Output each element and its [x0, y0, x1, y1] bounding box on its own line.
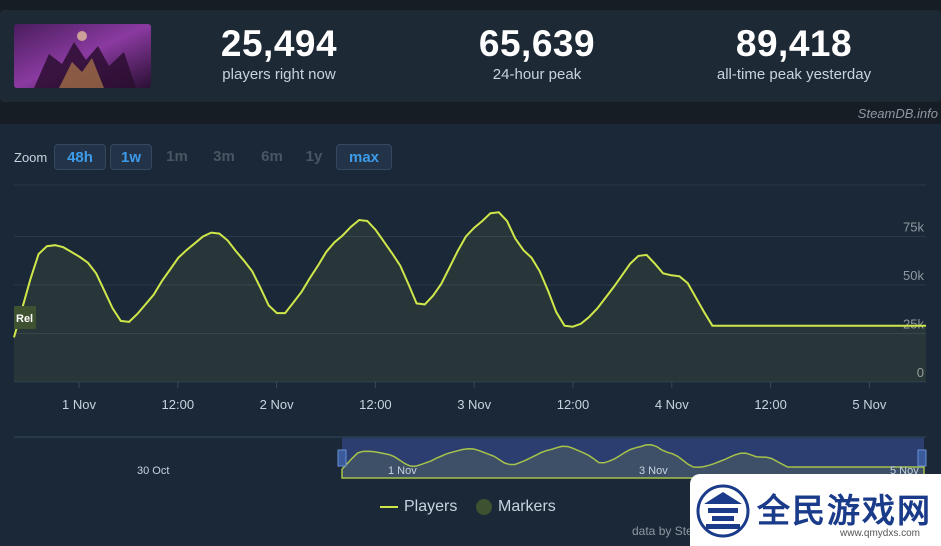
legend-markers-label: Markers [498, 498, 556, 515]
navigator-label-1-nov: 1 Nov [388, 465, 417, 477]
steamdb-attribution[interactable]: SteamDB.info [857, 106, 938, 121]
data-by-text: data by Ste [632, 524, 693, 538]
x-tick-label: 4 Nov [655, 397, 689, 412]
chart-navigator[interactable]: 30 Oct 1 Nov 3 Nov 5 Nov [0, 436, 941, 480]
y-tick-label: 0 [917, 365, 924, 380]
x-tick-label: 12:00 [557, 397, 590, 412]
all-time-peak-value: 89,418 [735, 23, 853, 64]
y-tick-label: 75k [903, 220, 924, 235]
legend-players[interactable]: Players [380, 498, 457, 516]
navigator-label-30-oct: 30 Oct [137, 465, 169, 477]
peak-24h-value: 65,639 [478, 23, 596, 64]
watermark-text: 全民游戏网 [757, 491, 932, 530]
players-line-swatch [380, 505, 398, 508]
x-tick-label: 12:00 [754, 397, 787, 412]
zoom-1w-button[interactable]: 1w [110, 144, 152, 170]
game-thumbnail[interactable] [14, 24, 151, 88]
zoom-max-button[interactable]: max [336, 144, 392, 170]
x-tick-label: 1 Nov [62, 397, 96, 412]
stats-bar: 25,494 players right now 65,639 24-hour … [0, 10, 941, 102]
x-tick-label: 12:00 [162, 397, 195, 412]
current-players-stat: 25,494 players right now [159, 23, 399, 84]
all-time-peak-label: all-time peak yesterday [716, 66, 872, 83]
navigator-selection [342, 438, 924, 478]
watermark-url: www.qmydxs.com [840, 528, 921, 539]
markers-dot-swatch [476, 498, 492, 515]
y-axis-ticks: 0 25k 50k 75k [903, 220, 924, 381]
legend-markers[interactable]: Markers [476, 498, 556, 516]
navigator-label-3-nov: 3 Nov [639, 465, 668, 477]
x-axis-ticks: 1 Nov 12:00 2 Nov 12:00 3 Nov 12:00 4 Nov 12:00… [62, 382, 887, 412]
current-players-value: 25,494 [220, 23, 338, 64]
all-time-peak-stat: 89,418 all-time peak yesterday [674, 23, 914, 84]
players-area [14, 212, 926, 382]
peak-24h-stat: 65,639 24-hour peak [417, 23, 657, 84]
watermark: 全民游戏网 www.qmydxs.com [690, 474, 941, 546]
legend-players-label: Players [404, 498, 458, 515]
peak-24h-label: 24-hour peak [492, 66, 582, 83]
zoom-label: Zoom [14, 150, 48, 165]
zoom-6m-button[interactable]: 6m [261, 148, 283, 165]
y-tick-label: 50k [903, 268, 924, 283]
x-tick-label: 12:00 [359, 397, 392, 412]
release-marker[interactable]: Rel [14, 306, 36, 329]
y-tick-label: 25k [903, 317, 924, 332]
release-marker-label: Rel [16, 313, 33, 325]
x-tick-label: 2 Nov [260, 397, 294, 412]
navigator-left-handle[interactable] [337, 449, 347, 467]
navigator-right-handle[interactable] [917, 449, 927, 467]
current-players-label: players right now [222, 66, 336, 83]
x-tick-label: 5 Nov [852, 397, 886, 412]
zoom-1y-button[interactable]: 1y [305, 148, 323, 165]
watermark-logo-icon [696, 484, 750, 538]
zoom-48h-button[interactable]: 48h [54, 144, 106, 170]
x-tick-label: 3 Nov [457, 397, 491, 412]
navigator-line [341, 444, 925, 479]
chart-grid [14, 184, 926, 383]
players-chart[interactable]: 0 25k 50k 75k 1 Nov 12:00 2 Nov 12:00 3 Nov 12:0… [0, 180, 941, 420]
players-line [13, 211, 926, 338]
zoom-1m-button[interactable]: 1m [166, 148, 188, 165]
zoom-3m-button[interactable]: 3m [213, 148, 235, 165]
